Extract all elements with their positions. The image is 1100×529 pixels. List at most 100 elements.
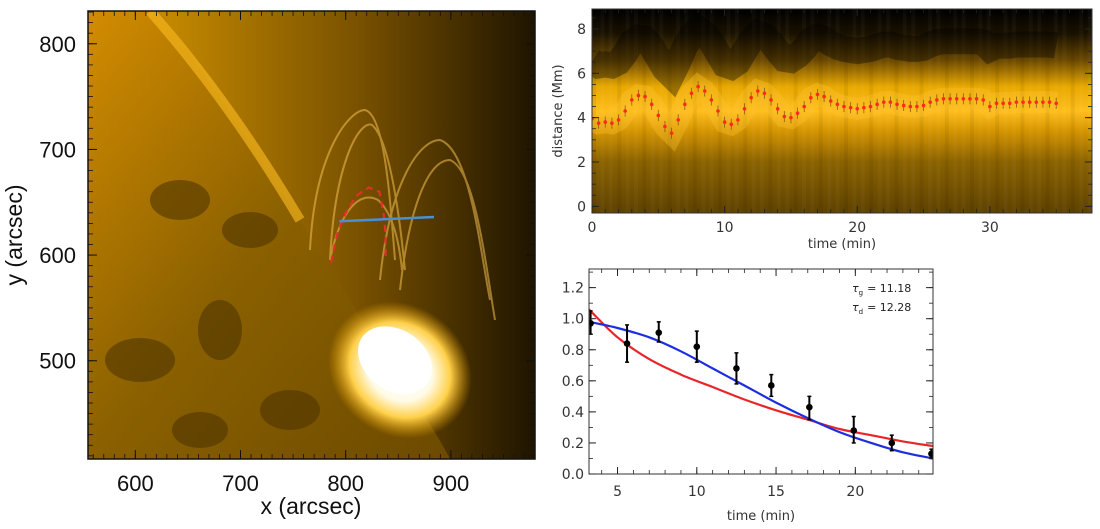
y-tick-label: 0.6 [562,374,584,390]
track-point [623,109,627,113]
map-stripe [642,9,647,213]
br-plot-area [589,269,933,474]
track-point [709,98,714,102]
tracked-positions [592,12,1059,152]
track-point [643,94,647,99]
gaussian-fit-line [589,320,933,460]
track-point [961,97,966,101]
track-point [1034,100,1039,104]
x-tick-label: 20 [846,484,864,500]
map-stripe [818,9,823,213]
x-tick-label: 30 [981,220,999,236]
track-point [1047,100,1052,104]
tau-d-annotation: τd = 12.28 [852,301,911,316]
br-axis-ticks [589,269,933,475]
solar-image-panel: 600 700 800 900 500 600 700 800 x (arcsec) y (a… [1,10,536,519]
y-tick-label: 700 [39,137,76,162]
track-point [716,109,720,113]
map-stripe [592,9,596,213]
br-frame [588,268,934,475]
track-point [603,120,608,124]
y-tick-label: 800 [39,32,76,57]
track-point [822,94,826,99]
map-vertical-stripes [592,9,1092,213]
track-point [1014,100,1019,104]
left-x-axis-label: x (arcsec) [261,493,362,519]
track-point [868,104,873,109]
y-tick-label: 0.8 [562,343,584,359]
track-point [848,105,853,110]
map-stripe [1045,9,1050,213]
left-y-axis-label: y (arcsec) [1,185,27,286]
track-point [775,106,780,111]
tau-annotations: τg = 11.18 τd = 12.28 [852,282,911,316]
map-stripe [617,9,622,213]
track-point [895,102,899,107]
y-tick-label: 4 [577,111,586,127]
y-tick-label: 0.4 [562,405,584,421]
track-point [663,124,667,129]
tr-frame [591,8,1093,214]
y-tick-label: 600 [39,243,76,268]
track-point [669,131,674,135]
track-point [736,118,740,122]
map-stripe [1020,9,1025,213]
x-tick-label: 600 [117,471,154,496]
left-axis-ticks [88,11,536,459]
y-tick-label: 0.0 [562,467,584,483]
tau-g-annotation: τg = 11.18 [852,282,911,297]
track-point [809,95,813,100]
track-point [921,103,926,108]
map-stripe [667,9,672,213]
map-stripe [894,9,899,213]
track-point [954,97,959,101]
track-point [616,118,621,122]
data-point [733,365,740,372]
track-point [1054,101,1058,106]
tr-x-axis-label: time (min) [808,237,876,252]
track-point [1041,100,1045,104]
track-point [968,97,972,101]
track-point [994,101,999,106]
track-point [941,97,946,101]
x-tick-label: 5 [613,484,622,500]
y-tick-label: 1.2 [562,281,584,297]
track-point [915,104,919,109]
x-tick-label: 10 [716,220,734,236]
map-stripe [1088,9,1092,213]
track-point [769,98,773,102]
track-point [742,106,747,111]
time-distance-map [592,9,1092,213]
x-tick-label: 700 [222,471,259,496]
track-point [862,105,866,110]
track-point [948,97,952,101]
y-tick-label: 6 [577,66,586,82]
map-stripe [1070,9,1075,213]
slit-line [339,215,435,223]
track-point [1027,100,1032,104]
x-tick-label: 900 [432,471,469,496]
track-point [1021,100,1025,104]
tr-axis-ticks [591,9,1092,213]
data-point [928,450,933,458]
track-point [988,104,992,109]
track-point [762,91,767,96]
track-point [649,102,654,107]
data-point [850,427,858,434]
amplitude-points [589,310,933,460]
track-point [828,99,833,103]
map-stripe [743,9,748,213]
map-stripe [1079,9,1083,213]
map-stripe [718,9,722,213]
map-dark-band [592,12,1059,98]
map-stripe [692,9,697,213]
x-tick-label: 15 [767,484,785,500]
track-point [1001,101,1005,106]
track-point [842,104,846,109]
x-tick-label: 20 [848,220,866,236]
track-point [689,91,694,96]
track-point [802,104,807,109]
data-point [768,382,775,389]
track-point [702,89,707,93]
flare-core [357,326,433,394]
